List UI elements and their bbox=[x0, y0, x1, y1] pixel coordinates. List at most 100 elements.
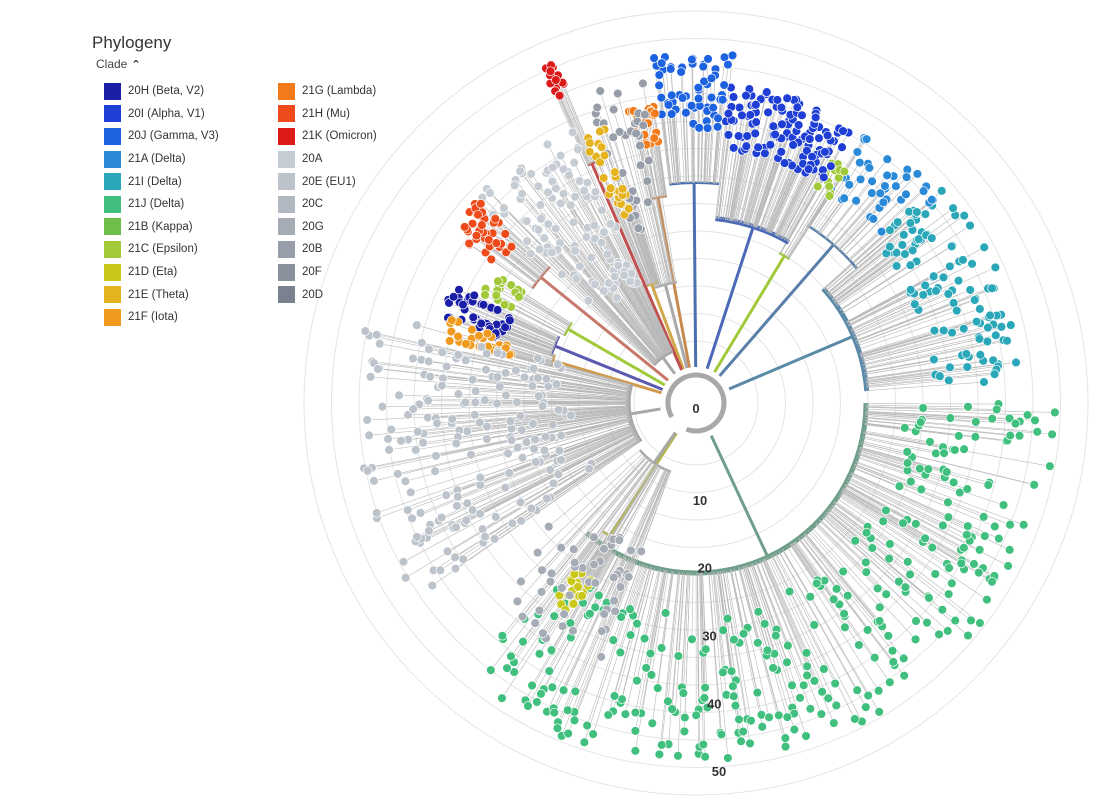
tip-node[interactable] bbox=[614, 127, 625, 137]
tip-node[interactable] bbox=[503, 448, 513, 459]
tip-node[interactable] bbox=[852, 685, 862, 695]
legend-item[interactable]: 20H (Beta, V2) bbox=[104, 80, 219, 103]
tip-node[interactable] bbox=[521, 216, 532, 226]
tip-node[interactable] bbox=[546, 568, 557, 579]
tip-node[interactable] bbox=[504, 468, 514, 478]
tip-node[interactable] bbox=[597, 205, 607, 216]
tip-node[interactable] bbox=[486, 254, 497, 265]
tip-node[interactable] bbox=[461, 339, 471, 349]
tip-node[interactable] bbox=[506, 280, 516, 290]
tip-node[interactable] bbox=[573, 144, 583, 155]
tip-node[interactable] bbox=[713, 113, 723, 124]
tip-node[interactable] bbox=[663, 100, 674, 110]
tip-node[interactable] bbox=[486, 665, 496, 675]
tip-node[interactable] bbox=[974, 545, 985, 555]
tip-node[interactable] bbox=[460, 397, 471, 408]
tip-node[interactable] bbox=[809, 620, 819, 630]
tip-node[interactable] bbox=[985, 310, 995, 321]
tip-node[interactable] bbox=[470, 386, 481, 396]
tip-node[interactable] bbox=[741, 141, 752, 151]
tip-node[interactable] bbox=[473, 209, 483, 220]
tip-node[interactable] bbox=[596, 142, 607, 152]
legend-item[interactable]: 21C (Epsilon) bbox=[104, 238, 219, 261]
tip-node[interactable] bbox=[654, 70, 665, 80]
tip-node[interactable] bbox=[768, 121, 779, 131]
tip-node[interactable] bbox=[517, 452, 528, 463]
tip-node[interactable] bbox=[474, 331, 484, 341]
tip-node[interactable] bbox=[930, 569, 941, 579]
tip-node[interactable] bbox=[931, 448, 941, 459]
tip-node[interactable] bbox=[783, 640, 793, 651]
tip-node[interactable] bbox=[437, 347, 447, 358]
tip-node[interactable] bbox=[1030, 415, 1040, 426]
tip-node[interactable] bbox=[364, 430, 374, 441]
tip-node[interactable] bbox=[459, 222, 470, 232]
tip-node[interactable] bbox=[453, 389, 464, 399]
tip-node[interactable] bbox=[702, 123, 713, 133]
tip-node[interactable] bbox=[681, 107, 691, 118]
tip-node[interactable] bbox=[424, 344, 434, 355]
tip-node[interactable] bbox=[557, 621, 568, 631]
tip-node[interactable] bbox=[542, 139, 553, 150]
tip-node[interactable] bbox=[950, 445, 960, 455]
tip-node[interactable] bbox=[774, 710, 784, 721]
tip-node[interactable] bbox=[564, 170, 574, 181]
tip-node[interactable] bbox=[792, 102, 803, 112]
tip-node[interactable] bbox=[717, 94, 728, 105]
tip-node[interactable] bbox=[630, 726, 641, 736]
tip-node[interactable] bbox=[427, 580, 438, 591]
tip-node[interactable] bbox=[956, 558, 966, 569]
tip-node[interactable] bbox=[526, 503, 537, 514]
tip-node[interactable] bbox=[954, 431, 964, 441]
tip-node[interactable] bbox=[854, 640, 864, 650]
tip-node[interactable] bbox=[880, 181, 890, 191]
tip-node[interactable] bbox=[700, 751, 710, 762]
tip-node[interactable] bbox=[916, 484, 927, 495]
tip-node[interactable] bbox=[935, 371, 945, 381]
tip-node[interactable] bbox=[595, 86, 605, 96]
tip-node[interactable] bbox=[448, 292, 459, 302]
tip-node[interactable] bbox=[719, 80, 729, 90]
tip-node[interactable] bbox=[757, 721, 767, 732]
tip-node[interactable] bbox=[762, 87, 772, 97]
tip-node[interactable] bbox=[447, 315, 457, 325]
tip-node[interactable] bbox=[911, 519, 921, 529]
tip-node[interactable] bbox=[570, 686, 581, 697]
tip-node[interactable] bbox=[533, 224, 544, 235]
tip-node[interactable] bbox=[499, 299, 510, 310]
tip-node[interactable] bbox=[915, 417, 926, 427]
tip-node[interactable] bbox=[1014, 430, 1025, 441]
tip-node[interactable] bbox=[975, 304, 985, 314]
tip-node[interactable] bbox=[831, 584, 842, 594]
tip-node[interactable] bbox=[920, 533, 930, 544]
tip-node[interactable] bbox=[728, 143, 739, 153]
tip-node[interactable] bbox=[425, 371, 435, 382]
tip-node[interactable] bbox=[838, 126, 848, 136]
tip-node[interactable] bbox=[900, 423, 910, 433]
tip-node[interactable] bbox=[765, 140, 776, 150]
tip-node[interactable] bbox=[556, 430, 566, 441]
tip-node[interactable] bbox=[615, 582, 626, 592]
tip-node[interactable] bbox=[585, 138, 595, 148]
tip-node[interactable] bbox=[499, 203, 509, 213]
tip-node[interactable] bbox=[625, 630, 636, 640]
tip-node[interactable] bbox=[556, 542, 566, 553]
tip-node[interactable] bbox=[873, 685, 884, 696]
tip-node[interactable] bbox=[598, 173, 609, 183]
tip-node[interactable] bbox=[507, 518, 518, 529]
tip-node[interactable] bbox=[809, 676, 820, 686]
tip-node[interactable] bbox=[640, 109, 650, 120]
tip-node[interactable] bbox=[936, 186, 947, 196]
tip-node[interactable] bbox=[666, 109, 677, 119]
tip-node[interactable] bbox=[362, 466, 373, 476]
tip-node[interactable] bbox=[863, 690, 873, 701]
tip-node[interactable] bbox=[987, 283, 997, 294]
legend-item[interactable]: 21I (Delta) bbox=[104, 170, 219, 193]
tip-node[interactable] bbox=[544, 521, 554, 532]
tip-node[interactable] bbox=[590, 602, 600, 613]
tip-node[interactable] bbox=[515, 497, 526, 508]
tip-node[interactable] bbox=[959, 210, 969, 221]
tip-node[interactable] bbox=[875, 602, 885, 613]
tip-node[interactable] bbox=[867, 188, 877, 198]
tip-node[interactable] bbox=[568, 626, 578, 636]
